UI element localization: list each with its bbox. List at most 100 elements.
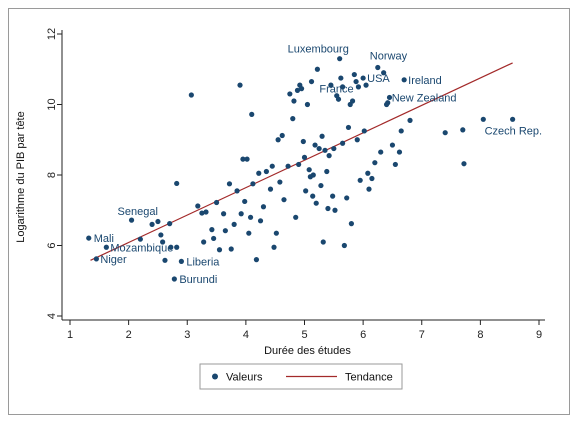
data-point	[386, 94, 393, 101]
data-point	[231, 221, 237, 227]
data-point	[211, 235, 217, 242]
x-tick-label: 6	[360, 329, 366, 341]
data-point	[298, 86, 305, 92]
legend: Valeurs Tendance	[199, 363, 403, 390]
data-point	[330, 193, 336, 199]
data-point	[244, 156, 250, 162]
data-point	[294, 87, 301, 93]
data-point	[351, 71, 357, 78]
data-point	[228, 246, 234, 252]
data-point	[366, 186, 372, 192]
data-point	[137, 236, 143, 242]
data-point	[401, 77, 407, 83]
data-point	[341, 242, 347, 249]
data-point	[396, 149, 403, 155]
data-point	[328, 82, 334, 88]
point-label: Senegal	[118, 206, 158, 218]
data-point	[178, 258, 184, 264]
data-point	[344, 195, 350, 201]
data-point	[167, 221, 173, 227]
data-point	[271, 244, 277, 250]
y-tick-label: 4	[46, 313, 58, 319]
y-tick-label: 10	[46, 98, 58, 110]
data-point	[460, 127, 466, 133]
data-point	[281, 197, 287, 203]
data-point	[345, 124, 352, 131]
data-point	[407, 117, 413, 123]
data-point	[348, 221, 354, 227]
data-point	[303, 188, 309, 194]
data-point	[304, 101, 311, 108]
y-axis-title: Logarithme du PIB par tête	[15, 111, 27, 242]
data-point	[93, 256, 99, 262]
data-point	[293, 214, 299, 220]
x-tick-label: 9	[536, 329, 542, 341]
data-point	[238, 211, 244, 217]
legend-label-tendance: Tendance	[345, 372, 393, 384]
data-point	[310, 172, 316, 178]
x-tick-label: 4	[243, 329, 249, 341]
data-point	[296, 161, 302, 168]
data-point	[442, 130, 448, 136]
data-point	[213, 199, 220, 206]
data-point	[285, 163, 291, 169]
data-point	[199, 210, 205, 216]
data-point	[369, 175, 375, 182]
x-tick-label: 5	[301, 329, 307, 341]
data-point	[314, 66, 320, 72]
data-point	[360, 75, 366, 81]
data-points	[86, 56, 516, 282]
data-point	[332, 207, 338, 213]
data-point	[337, 56, 343, 62]
data-point	[240, 156, 246, 162]
data-point	[128, 217, 135, 223]
data-point	[324, 168, 330, 175]
data-point	[480, 116, 486, 122]
data-point	[340, 140, 346, 146]
data-point	[149, 221, 155, 227]
data-point	[103, 244, 109, 250]
x-tick-label: 7	[419, 329, 425, 341]
point-label: Burundi	[179, 274, 217, 286]
data-point	[246, 230, 252, 236]
data-point	[203, 209, 209, 215]
y-tick-label: 6	[46, 242, 58, 248]
data-point	[222, 228, 228, 234]
data-point	[291, 98, 297, 104]
data-point	[273, 230, 279, 236]
y-tick-label: 8	[46, 172, 58, 178]
x-tick-label: 3	[184, 329, 190, 341]
chart-frame	[8, 8, 570, 415]
data-point	[355, 84, 362, 90]
data-point	[338, 75, 344, 81]
point-label: Niger	[100, 254, 127, 266]
data-point	[316, 145, 322, 152]
data-point	[375, 64, 381, 71]
data-point	[216, 247, 223, 253]
data-point	[389, 142, 396, 148]
data-point	[188, 92, 194, 98]
data-point	[250, 181, 256, 187]
data-point	[326, 153, 332, 159]
data-point	[267, 186, 274, 192]
data-point	[381, 70, 387, 76]
data-point	[209, 227, 215, 233]
legend-label-valeurs: Valeurs	[226, 372, 263, 384]
data-point	[378, 149, 384, 155]
data-point	[155, 218, 161, 225]
data-point	[312, 142, 318, 148]
data-point	[392, 161, 398, 168]
x-tick-label: 1	[67, 329, 73, 341]
data-point	[249, 111, 255, 117]
data-point	[318, 182, 324, 189]
data-point	[372, 160, 378, 166]
point-label: USA	[367, 73, 390, 85]
data-point	[301, 154, 308, 160]
x-tick-label: 8	[477, 329, 483, 341]
data-point	[313, 200, 319, 206]
data-point	[357, 177, 363, 183]
data-point	[86, 235, 92, 241]
point-label: Norway	[370, 50, 408, 62]
data-point	[335, 96, 342, 102]
point-labels: Luxembourg Norway Ireland USA France New Zeal…	[94, 44, 542, 286]
